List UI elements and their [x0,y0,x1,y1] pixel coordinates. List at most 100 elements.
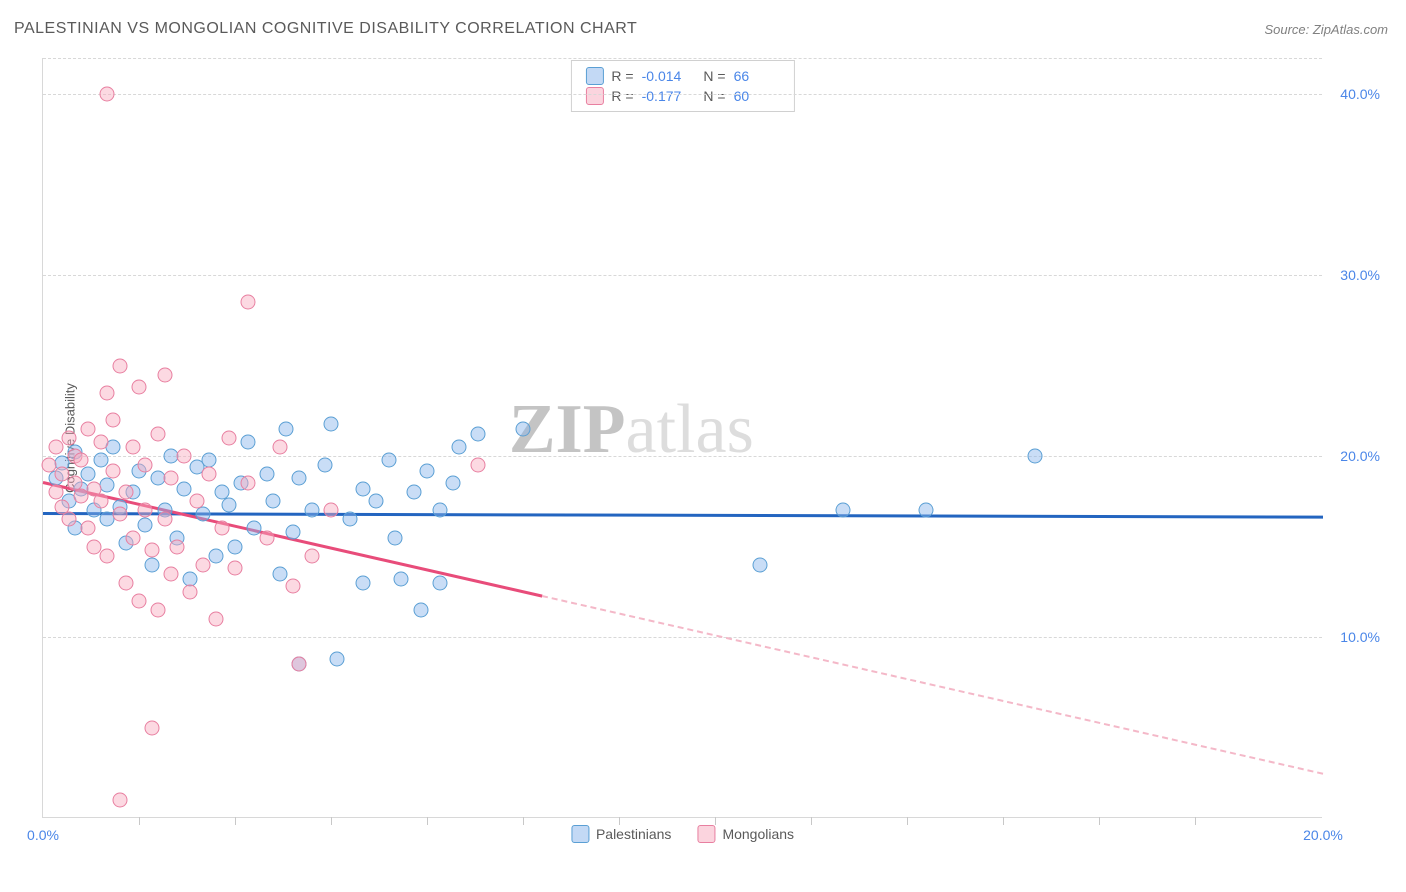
data-point [48,440,63,455]
data-point [183,584,198,599]
data-point [138,517,153,532]
data-point [240,434,255,449]
watermark: ZIPatlas [509,390,754,470]
data-point [356,481,371,496]
data-point [240,476,255,491]
data-point [304,503,319,518]
r-label: R = [611,68,633,84]
n-value: 66 [734,68,780,84]
legend-label: Palestinians [596,826,672,842]
data-point [196,557,211,572]
data-point [324,503,339,518]
y-tick-label: 30.0% [1340,267,1380,283]
data-point [138,458,153,473]
data-point [112,792,127,807]
y-tick-label: 10.0% [1340,629,1380,645]
data-point [368,494,383,509]
data-point [221,431,236,446]
data-point [272,566,287,581]
data-point [80,521,95,536]
x-minor-tick [331,817,332,825]
data-point [285,579,300,594]
swatch-icon [571,825,589,843]
data-point [381,452,396,467]
data-point [100,478,115,493]
trend-line [542,595,1323,775]
data-point [304,548,319,563]
data-point [202,467,217,482]
data-point [413,602,428,617]
data-point [100,548,115,563]
data-point [208,548,223,563]
x-minor-tick [1195,817,1196,825]
data-point [240,295,255,310]
data-point [80,421,95,436]
n-label: N = [696,68,726,84]
chart-title: PALESTINIAN VS MONGOLIAN COGNITIVE DISAB… [14,20,637,38]
data-point [125,530,140,545]
data-point [208,611,223,626]
data-point [93,494,108,509]
r-value: -0.177 [642,88,688,104]
data-point [260,467,275,482]
data-point [170,539,185,554]
n-value: 60 [734,88,780,104]
n-label: N = [696,88,726,104]
data-point [228,561,243,576]
data-point [215,521,230,536]
data-point [260,530,275,545]
gridline [43,275,1322,276]
data-point [144,543,159,558]
data-point [80,467,95,482]
data-point [420,463,435,478]
data-point [61,512,76,527]
data-point [106,463,121,478]
data-point [151,427,166,442]
data-point [112,358,127,373]
data-point [324,416,339,431]
data-point [221,497,236,512]
swatch-icon [697,825,715,843]
data-point [93,452,108,467]
r-value: -0.014 [642,68,688,84]
chart-container: Cognitive Disability ZIPatlas R =-0.014 … [42,58,1382,838]
data-point [836,503,851,518]
data-point [202,452,217,467]
data-point [144,557,159,572]
x-minor-tick [1003,817,1004,825]
y-tick-label: 20.0% [1340,448,1380,464]
data-point [176,449,191,464]
data-point [119,485,134,500]
data-point [330,651,345,666]
data-point [292,657,307,672]
data-point [228,539,243,554]
data-point [394,572,409,587]
data-point [196,507,211,522]
data-point [132,380,147,395]
trend-line [43,512,1323,519]
x-minor-tick [139,817,140,825]
x-minor-tick [715,817,716,825]
data-point [48,485,63,500]
data-point [100,87,115,102]
gridline [43,456,1322,457]
data-point [432,503,447,518]
x-minor-tick [1099,817,1100,825]
data-point [471,427,486,442]
data-point [125,440,140,455]
data-point [452,440,467,455]
x-minor-tick [523,817,524,825]
swatch-icon [585,87,603,105]
plot-area: Cognitive Disability ZIPatlas R =-0.014 … [42,58,1322,818]
data-point [343,512,358,527]
data-point [74,452,89,467]
data-point [112,507,127,522]
data-point [132,593,147,608]
data-point [432,575,447,590]
swatch-icon [585,67,603,85]
data-point [164,566,179,581]
data-point [516,421,531,436]
x-tick-label: 20.0% [1303,827,1343,843]
stats-box: R =-0.014 N =66R =-0.177 N =60 [570,60,794,112]
data-point [164,470,179,485]
